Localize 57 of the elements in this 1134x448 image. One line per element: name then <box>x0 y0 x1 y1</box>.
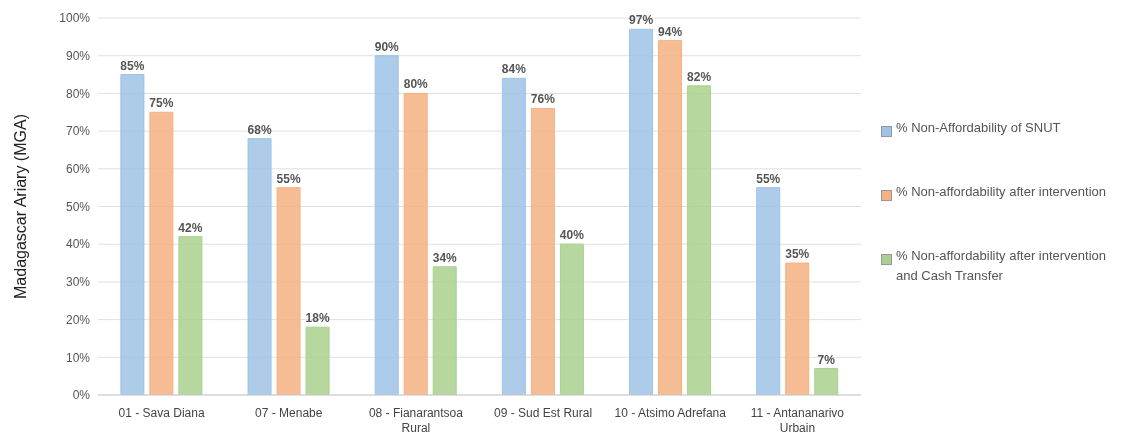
y-tick-label: 30% <box>65 275 91 290</box>
bar <box>658 40 683 395</box>
bar <box>120 74 145 395</box>
y-tick-label: 100% <box>59 11 91 26</box>
y-tick-label: 60% <box>65 162 91 177</box>
bar <box>149 111 174 395</box>
bar <box>756 187 781 395</box>
data-label: 42% <box>178 220 203 235</box>
legend-label: % Non-Affordability of SNUT <box>896 119 1061 137</box>
y-tick-label: 90% <box>65 48 91 63</box>
x-tick-label: 11 - Antananarivo Urbain <box>750 406 845 435</box>
y-tick-label: 10% <box>65 350 91 365</box>
bar <box>178 236 203 395</box>
data-label: 40% <box>559 228 585 243</box>
bar <box>305 326 330 395</box>
bar <box>559 243 584 395</box>
y-tick-label: 50% <box>65 199 91 214</box>
data-label: 80% <box>403 77 429 92</box>
bar <box>432 266 457 395</box>
bar <box>629 28 654 395</box>
bar <box>374 55 399 395</box>
y-tick-label: 20% <box>65 312 91 327</box>
data-label: 90% <box>374 39 400 54</box>
data-label: 82% <box>687 69 712 84</box>
data-label: 75% <box>149 96 174 111</box>
bar <box>814 368 839 395</box>
legend-label: % Non-affordability after intervention and Cash Transfer <box>896 247 1108 285</box>
bar <box>403 92 428 395</box>
x-tick-label: 07 - Menabe <box>255 406 323 420</box>
bar <box>687 85 712 395</box>
bar <box>501 77 526 395</box>
data-label: 55% <box>276 171 301 186</box>
y-tick-label: 0% <box>72 388 91 403</box>
data-label: 35% <box>785 247 810 262</box>
x-tick-label: 08 - Fianarantsoa Rural <box>368 406 464 435</box>
bar <box>530 107 555 395</box>
data-label: 85% <box>120 58 145 73</box>
bar <box>785 262 810 395</box>
x-tick-label: 01 - Sava Diana <box>118 406 205 420</box>
data-label: 68% <box>247 122 272 137</box>
y-tick-label: 80% <box>65 86 91 101</box>
x-tick-label: 10 - Atsimo Adrefana <box>614 406 727 420</box>
legend-label: % Non-affordability after intervention <box>896 183 1107 201</box>
data-label: 55% <box>756 171 781 186</box>
data-label: 18% <box>305 311 330 326</box>
data-label: 97% <box>629 13 654 28</box>
data-label: 7% <box>817 352 836 367</box>
y-axis-title: Madagascar Ariary (MGA) <box>11 114 29 299</box>
data-label: 34% <box>432 250 458 265</box>
data-label: 76% <box>530 92 556 107</box>
bar <box>247 138 272 395</box>
y-tick-label: 40% <box>65 237 91 252</box>
y-tick-label: 70% <box>65 124 91 139</box>
data-label: 94% <box>658 24 683 39</box>
bar <box>276 187 301 395</box>
x-tick-label: 09 - Sud Est Rural <box>494 406 593 420</box>
data-label: 84% <box>501 62 527 77</box>
